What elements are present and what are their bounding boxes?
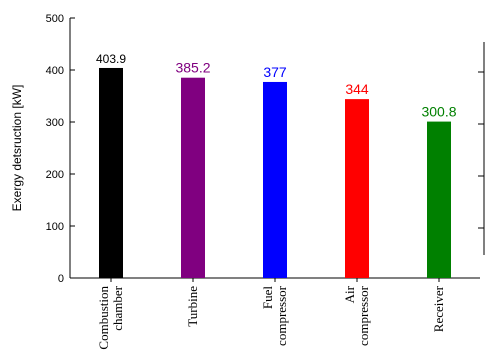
y-axis-label: Exergy detsruction [kW] (10, 85, 24, 212)
x-tick-label-line: Combustion (96, 286, 111, 350)
bar (181, 77, 205, 278)
x-tick-label: Receiver (431, 285, 446, 332)
y-tick-label: 100 (46, 221, 64, 233)
x-tick-label-line: Turbine (185, 286, 200, 327)
x-tick-label-line: Receiver (431, 285, 446, 332)
y-tick-label: 200 (46, 169, 64, 181)
y-tick-label: 500 (46, 13, 64, 25)
bar-value-label: 385.2 (175, 60, 210, 76)
y-tick-label: 300 (46, 117, 64, 129)
bar-value-label: 403.9 (96, 52, 126, 66)
bar-value-label: 377 (263, 64, 287, 80)
bar-value-label: 300.8 (421, 104, 456, 120)
x-tick-label-line: Air (342, 285, 357, 303)
x-tick-label: Fuel compressor (260, 285, 289, 346)
x-tick-label: Air compressor (342, 285, 371, 346)
bar (263, 81, 287, 279)
y-tick-label: 400 (46, 65, 64, 77)
x-tick-label-line: compressor (274, 285, 289, 346)
bar (99, 67, 123, 278)
bar-value-label: 344 (345, 81, 369, 97)
y-tick-label: 0 (58, 273, 64, 285)
x-tick-label-line: compressor (356, 285, 371, 346)
x-tick-label-line: Fuel (260, 286, 275, 310)
bar (345, 99, 369, 279)
x-tick-label: Turbine (185, 286, 200, 327)
x-tick-label: Combustion chamber (96, 285, 125, 349)
x-tick-label-line: chamber (110, 285, 125, 330)
bar (427, 121, 451, 278)
